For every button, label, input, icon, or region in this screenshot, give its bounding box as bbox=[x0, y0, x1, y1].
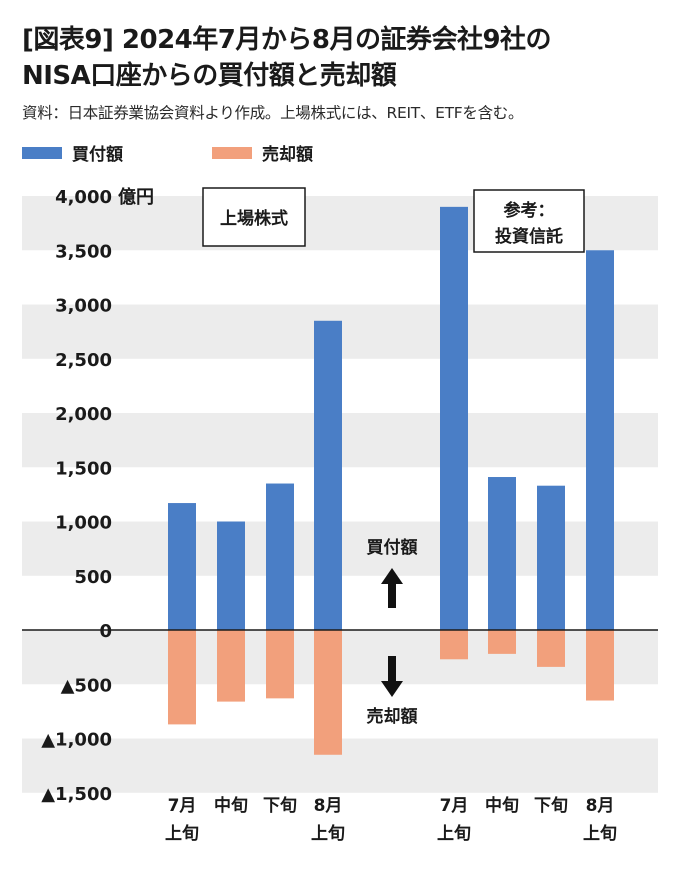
legend-label-buy: 買付額 bbox=[72, 145, 123, 165]
group-label-line-2: 投資信託 bbox=[495, 226, 563, 247]
bar-sell bbox=[586, 630, 614, 701]
group-label-box bbox=[473, 189, 585, 253]
x-category-label-sub: 上旬 bbox=[165, 823, 199, 844]
annotation-sell-label: 売却額 bbox=[367, 706, 418, 727]
x-category-label: 中旬 bbox=[214, 795, 248, 816]
x-category-label: 8月 bbox=[314, 796, 343, 816]
y-tick-label: 4,000 bbox=[55, 187, 112, 208]
bar-sell bbox=[266, 630, 294, 699]
bar-buy bbox=[314, 320, 342, 630]
x-category-label: 中旬 bbox=[485, 795, 519, 816]
x-category-label-sub: 上旬 bbox=[437, 823, 471, 844]
chart-title: [図表9] 2024年7月から8月の証券会社9社の NISA口座からの買付額と売… bbox=[22, 22, 662, 94]
bar-sell bbox=[488, 630, 516, 654]
bar-buy bbox=[168, 503, 196, 630]
y-tick-label: 3,500 bbox=[55, 241, 112, 262]
y-tick-label: 2,000 bbox=[55, 404, 112, 425]
bar-buy bbox=[586, 250, 614, 630]
y-tick-label: ▲1,500 bbox=[41, 784, 112, 805]
group-label-box bbox=[202, 187, 306, 247]
y-unit-label: 億円 bbox=[118, 186, 154, 208]
bar-buy bbox=[537, 485, 565, 630]
source-note: 資料：日本証券業協会資料より作成。上場株式には、REIT、ETFを含む。 bbox=[22, 104, 524, 122]
x-category-label-sub: 上旬 bbox=[583, 823, 617, 844]
arrow-down-icon bbox=[381, 656, 403, 697]
bar-sell bbox=[537, 630, 565, 667]
x-category-label: 7月 bbox=[440, 796, 469, 816]
bar-sell bbox=[314, 630, 342, 755]
bar-sell bbox=[168, 630, 196, 725]
y-tick-label: 1,500 bbox=[55, 458, 112, 479]
y-tick-label: ▲500 bbox=[61, 675, 112, 696]
legend-swatch-buy bbox=[22, 146, 62, 159]
y-tick-label: 3,000 bbox=[55, 296, 112, 317]
x-category-label: 8月 bbox=[586, 796, 615, 816]
bar-buy bbox=[217, 521, 245, 630]
legend-item-sell: 売却額 bbox=[212, 140, 313, 165]
y-tick-label: 2,500 bbox=[55, 350, 112, 371]
bar-buy bbox=[266, 483, 294, 630]
bar-sell bbox=[440, 630, 468, 660]
x-category-label: 下旬 bbox=[263, 795, 297, 816]
y-tick-label: 500 bbox=[74, 567, 112, 588]
x-category-label: 7月 bbox=[168, 796, 197, 816]
arrow-up-icon bbox=[381, 568, 403, 608]
y-tick-label: ▲1,000 bbox=[41, 730, 112, 751]
group-label: 上場株式 bbox=[220, 208, 288, 229]
annotation-buy-label: 買付額 bbox=[367, 537, 418, 558]
bar-buy bbox=[440, 206, 468, 630]
bar-sell bbox=[217, 630, 245, 702]
group-label-line-1: 参考： bbox=[504, 200, 555, 221]
y-tick-label: 0 bbox=[99, 621, 112, 642]
x-category-label: 下旬 bbox=[534, 795, 568, 816]
legend-swatch-sell bbox=[212, 146, 252, 159]
x-category-label-sub: 上旬 bbox=[311, 823, 345, 844]
bar-buy bbox=[488, 477, 516, 630]
legend-label-sell: 売却額 bbox=[262, 145, 313, 165]
legend-item-buy: 買付額 bbox=[22, 140, 123, 165]
chart-title-line-2: NISA口座からの買付額と売却額 bbox=[22, 61, 397, 91]
y-tick-label: 1,000 bbox=[55, 513, 112, 534]
chart-title-line-1: [図表9] 2024年7月から8月の証券会社9社の bbox=[22, 25, 552, 55]
